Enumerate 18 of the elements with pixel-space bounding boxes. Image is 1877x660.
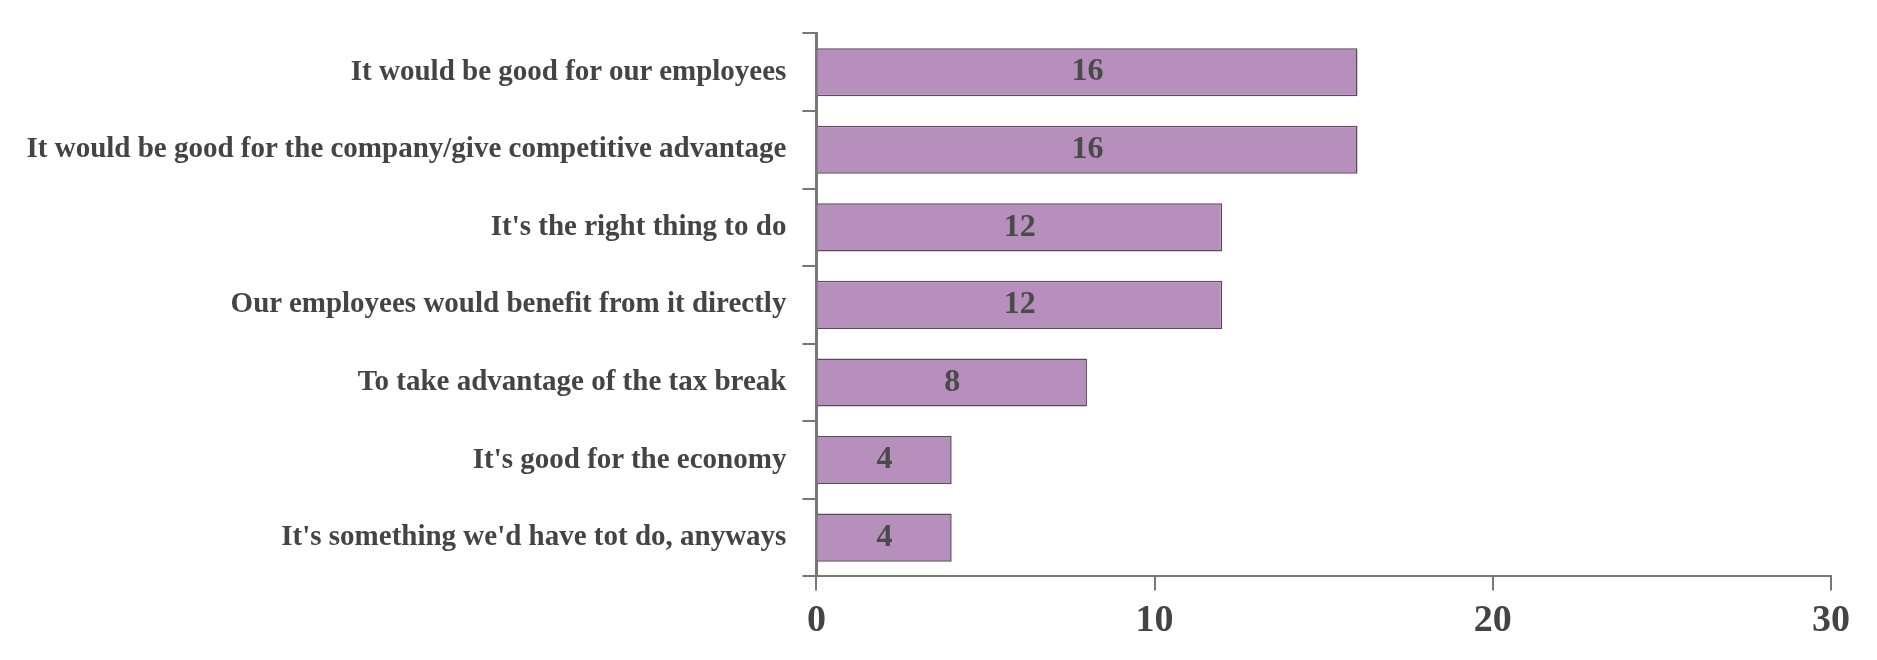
x-tick-label: 20 [1473, 597, 1512, 640]
y-tick-label: It's something we'd have tot do, anyways [281, 519, 787, 552]
data-label: 16 [1071, 129, 1104, 166]
data-label: 12 [1003, 206, 1036, 243]
data-label: 4 [876, 439, 893, 476]
x-tick-label: 0 [806, 597, 826, 640]
data-label: 12 [1003, 284, 1036, 321]
data-label: 4 [876, 516, 893, 553]
y-tick-label: It would be good for the company/give competitive advantage [26, 131, 787, 164]
data-label: 16 [1071, 51, 1104, 88]
y-tick-label: It would be good for our employees [350, 53, 787, 86]
y-tick-label: To take advantage of the tax break [357, 363, 788, 396]
x-tick-label: 30 [1812, 597, 1850, 640]
data-label: 8 [944, 361, 961, 398]
y-tick-label: It's the right thing to do [490, 208, 787, 241]
y-tick-label: Our employees would benefit from it directly [230, 286, 787, 319]
x-tick-label: 10 [1135, 597, 1174, 640]
y-tick-label: It's good for the economy [472, 441, 787, 474]
